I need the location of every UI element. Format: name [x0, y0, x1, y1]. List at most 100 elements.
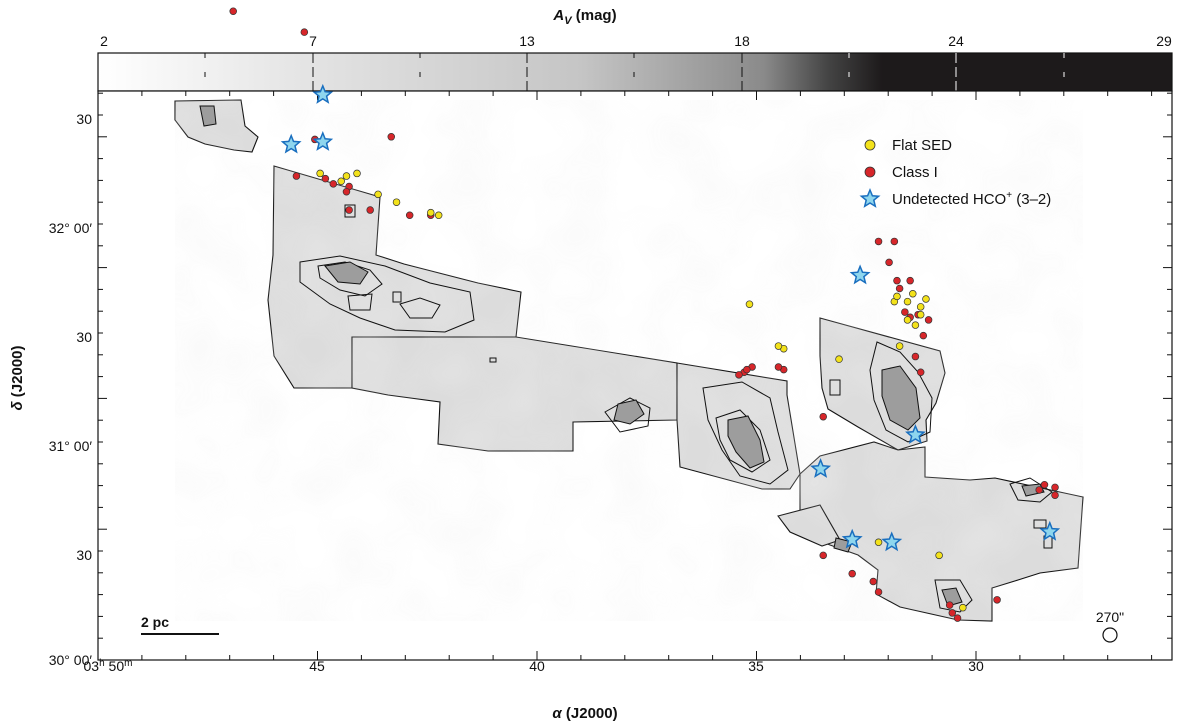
y-tick-label: 30° 00′	[49, 652, 93, 668]
class-i-point	[895, 284, 904, 293]
legend-star-shape	[859, 188, 881, 208]
extinction-contour	[715, 409, 771, 473]
legend-flat-marker	[864, 139, 876, 151]
flat-sed-point	[337, 177, 345, 186]
legend-undetected-label: Undetected HCO+ (3–2)	[892, 190, 1051, 208]
x-tick-labels: 45 40 35 30	[309, 658, 984, 674]
class-i-point	[919, 331, 928, 340]
scale-bar-label: 2 pc	[141, 614, 169, 630]
x-tick-label: 40	[529, 658, 545, 674]
flat-sed-point	[374, 190, 382, 199]
class-i-point	[906, 276, 914, 285]
undetected-hco-star	[810, 458, 832, 478]
undetected-hco-star	[841, 528, 863, 549]
flat-sed-point	[342, 172, 351, 180]
beam-marker: 270"	[1096, 609, 1124, 643]
class-i-point	[1040, 480, 1049, 489]
scale-bar: 2 pc	[141, 614, 219, 635]
class-i-point	[893, 276, 901, 285]
flat-sed-point	[922, 295, 930, 303]
colorbar-tick-label: 24	[948, 33, 964, 49]
data-markers	[229, 7, 1061, 622]
undetected-hco-star	[312, 83, 334, 104]
class-i-point	[948, 609, 957, 617]
class-i-point	[874, 237, 883, 246]
region-texture	[800, 442, 1083, 621]
extinction-contour	[604, 397, 651, 433]
flat-sed-point	[427, 208, 435, 217]
y-tick-labels: 30 32° 00′ 30 31° 00′ 30 30° 00′	[49, 111, 93, 668]
class-i-point	[869, 577, 878, 586]
flat-sed-point	[903, 316, 912, 324]
x-axis-title: α (J2000)	[552, 705, 617, 722]
extinction-contour	[347, 293, 373, 311]
x-tick-label: 30	[968, 658, 984, 674]
x-origin-label: 03h 50m	[84, 658, 133, 674]
colorbar-tick-label: 18	[734, 33, 750, 49]
flat-sed-point	[893, 292, 901, 301]
extinction-contour	[299, 255, 475, 333]
legend: Flat SED Class I Undetected HCO+ (3–2)	[859, 137, 1051, 208]
class-i-point	[321, 174, 330, 183]
flat-sed-point	[895, 342, 904, 350]
legend-class1-marker	[864, 166, 876, 178]
class-i-point	[1051, 483, 1059, 492]
class-i-point	[300, 28, 309, 36]
colorbar-gradient	[97, 52, 1173, 92]
extinction-contour	[702, 381, 789, 485]
undetected-hco-star	[280, 133, 302, 154]
y-tick-label: 30	[76, 547, 92, 563]
extinction-contour	[829, 379, 841, 396]
class-i-point	[901, 308, 909, 316]
dense-core	[941, 587, 963, 607]
flat-sed-point	[935, 551, 943, 560]
extinction-map	[174, 99, 1084, 622]
region-texture	[268, 166, 521, 388]
class-i-point	[342, 187, 351, 196]
y-axis-title: δ (J2000)	[9, 345, 26, 410]
dense-core	[613, 399, 645, 425]
dense-core	[881, 365, 921, 431]
flat-sed-point	[434, 211, 443, 220]
class-i-point	[916, 368, 925, 376]
class-i-point	[911, 352, 920, 361]
class-i-point	[774, 363, 783, 371]
flat-sed-point	[916, 310, 925, 319]
flat-sed-point	[316, 169, 324, 178]
flat-sed-point	[745, 300, 754, 308]
extinction-contour	[399, 297, 441, 319]
region-texture	[352, 337, 677, 451]
flat-sed-point	[835, 355, 843, 363]
class-i-point	[993, 596, 1001, 604]
class-i-point	[848, 569, 856, 578]
class-i-point	[743, 365, 751, 374]
class-i-point	[329, 180, 338, 188]
flat-sed-point	[874, 538, 883, 547]
class-i-point	[890, 237, 899, 246]
colorbar-tick-labels: 2 7 13 18 24 29	[100, 33, 1172, 49]
extinction-contour	[344, 204, 356, 218]
class-i-point	[885, 258, 893, 267]
y-tick-label: 30	[76, 111, 92, 127]
undetected-hco-star	[1039, 520, 1061, 541]
legend-star-marker	[859, 188, 881, 208]
flat-sed-point	[392, 198, 401, 206]
flat-sed-point	[911, 321, 920, 329]
colorbar-ticks	[204, 53, 1065, 91]
y-tick-label: 31° 00′	[49, 438, 93, 454]
class-i-point	[405, 211, 414, 220]
class-i-point	[924, 316, 933, 324]
dense-core	[324, 261, 369, 285]
class-i-point	[1051, 491, 1059, 499]
flat-sed-point	[774, 342, 783, 350]
undetected-hco-star	[312, 131, 334, 151]
undetected-hco-star	[881, 531, 903, 552]
class-i-point	[953, 614, 962, 622]
colorbar-tick-label: 2	[100, 33, 108, 49]
undetected-hco-star	[849, 264, 871, 285]
legend-flat-label: Flat SED	[892, 137, 952, 154]
class-i-point	[819, 412, 827, 421]
colorbar-tick-label: 7	[309, 33, 317, 49]
class-i-point	[366, 206, 374, 214]
